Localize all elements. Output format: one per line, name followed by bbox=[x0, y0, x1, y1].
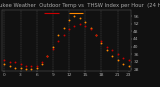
Point bbox=[41, 61, 43, 63]
Point bbox=[30, 69, 33, 70]
Point bbox=[100, 40, 103, 42]
Text: Milwaukee Weather  Outdoor Temp vs  THSW Index per Hour  (24 Hours): Milwaukee Weather Outdoor Temp vs THSW I… bbox=[0, 3, 160, 8]
Point bbox=[19, 67, 22, 68]
Point bbox=[111, 50, 114, 51]
Point bbox=[73, 15, 76, 17]
Point bbox=[62, 34, 65, 36]
Point bbox=[46, 55, 49, 57]
Point bbox=[116, 59, 119, 61]
Point bbox=[127, 59, 130, 61]
Point bbox=[127, 65, 130, 66]
Point bbox=[68, 19, 70, 21]
Point bbox=[95, 34, 97, 36]
Point bbox=[79, 17, 81, 19]
Point bbox=[122, 63, 124, 64]
Point bbox=[95, 34, 97, 36]
Point bbox=[3, 59, 6, 61]
Point bbox=[84, 21, 87, 23]
Point bbox=[116, 54, 119, 55]
Point bbox=[3, 63, 6, 64]
Point bbox=[57, 40, 60, 42]
Point bbox=[79, 23, 81, 24]
Point bbox=[35, 65, 38, 66]
Point bbox=[25, 65, 27, 66]
Point bbox=[19, 63, 22, 64]
Point bbox=[52, 48, 54, 49]
Point bbox=[8, 65, 11, 66]
Point bbox=[14, 67, 16, 68]
Point bbox=[25, 69, 27, 70]
Point bbox=[57, 34, 60, 36]
Point bbox=[52, 46, 54, 47]
Point bbox=[41, 63, 43, 64]
Point bbox=[14, 61, 16, 63]
Point bbox=[62, 27, 65, 28]
Point bbox=[84, 25, 87, 26]
Point bbox=[46, 55, 49, 57]
Point bbox=[35, 67, 38, 68]
Point bbox=[111, 55, 114, 57]
Point bbox=[106, 46, 108, 47]
Point bbox=[8, 61, 11, 63]
Point bbox=[68, 29, 70, 30]
Point bbox=[122, 57, 124, 59]
Point bbox=[106, 50, 108, 51]
Point bbox=[30, 65, 33, 66]
Point bbox=[73, 25, 76, 26]
Point bbox=[89, 29, 92, 30]
Point bbox=[100, 42, 103, 44]
Point bbox=[89, 27, 92, 28]
